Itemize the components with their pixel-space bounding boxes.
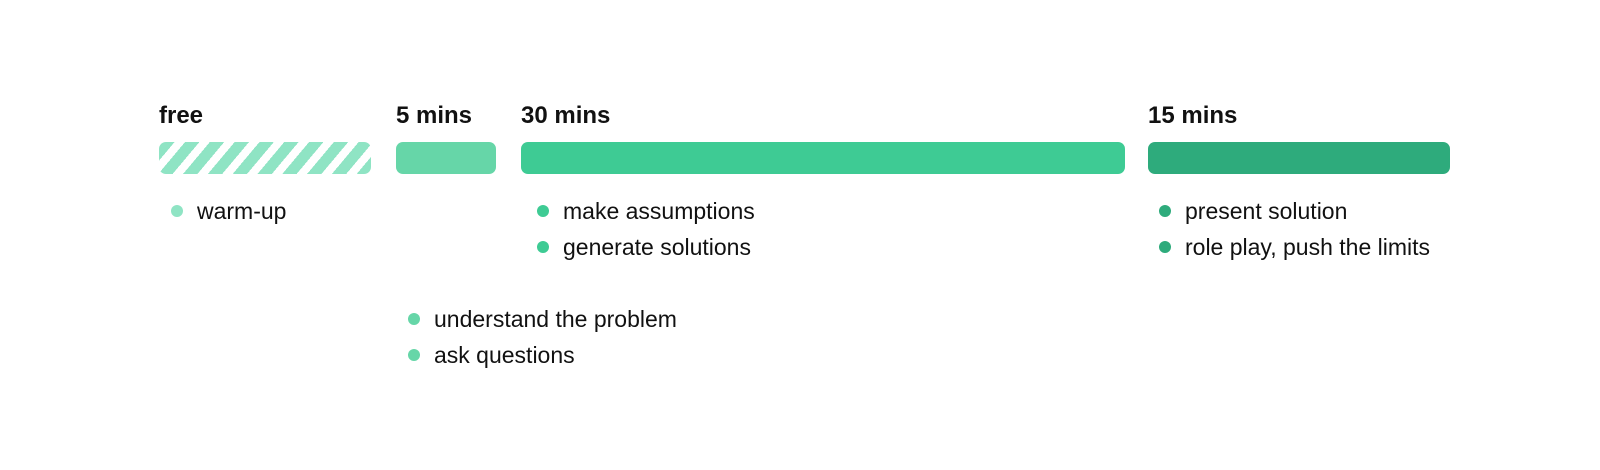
list-item-label: role play, push the limits [1185, 234, 1431, 260]
list-item: present solution [1159, 193, 1430, 229]
bullet-dot-icon [1159, 241, 1171, 253]
bullet-dot-icon [171, 205, 183, 217]
list-item-label: understand the problem [434, 306, 677, 332]
bullet-dot-icon [408, 349, 420, 361]
list-item: role play, push the limits [1159, 229, 1430, 265]
phase-label-free: free [159, 102, 204, 129]
phase-items-free: warm-up [171, 193, 286, 229]
phase-label-15-mins: 15 mins [1148, 102, 1238, 129]
list-item: make assumptions [537, 193, 755, 229]
list-item: ask questions [408, 337, 677, 373]
phase-items-5-mins: understand the problem ask questions [408, 301, 677, 373]
phase-bar-5-mins [396, 142, 496, 174]
list-item-label: generate solutions [563, 234, 751, 260]
phase-items-15-mins: present solution role play, push the lim… [1159, 193, 1430, 265]
list-item: understand the problem [408, 301, 677, 337]
phase-bar-15-mins [1148, 142, 1450, 174]
phase-items-30-mins: make assumptions generate solutions [537, 193, 755, 265]
bullet-dot-icon [537, 241, 549, 253]
list-item: generate solutions [537, 229, 755, 265]
list-item-label: present solution [1185, 198, 1348, 224]
bullet-dot-icon [408, 313, 420, 325]
phase-bar-30-mins [521, 142, 1125, 174]
bullet-dot-icon [537, 205, 549, 217]
list-item: warm-up [171, 193, 286, 229]
list-item-label: warm-up [197, 198, 287, 224]
phase-label-5-mins: 5 mins [396, 102, 473, 129]
phase-label-30-mins: 30 mins [521, 102, 611, 129]
list-item-label: make assumptions [563, 198, 755, 224]
bullet-dot-icon [1159, 205, 1171, 217]
list-item-label: ask questions [434, 342, 575, 368]
phase-bar-free [159, 142, 371, 174]
